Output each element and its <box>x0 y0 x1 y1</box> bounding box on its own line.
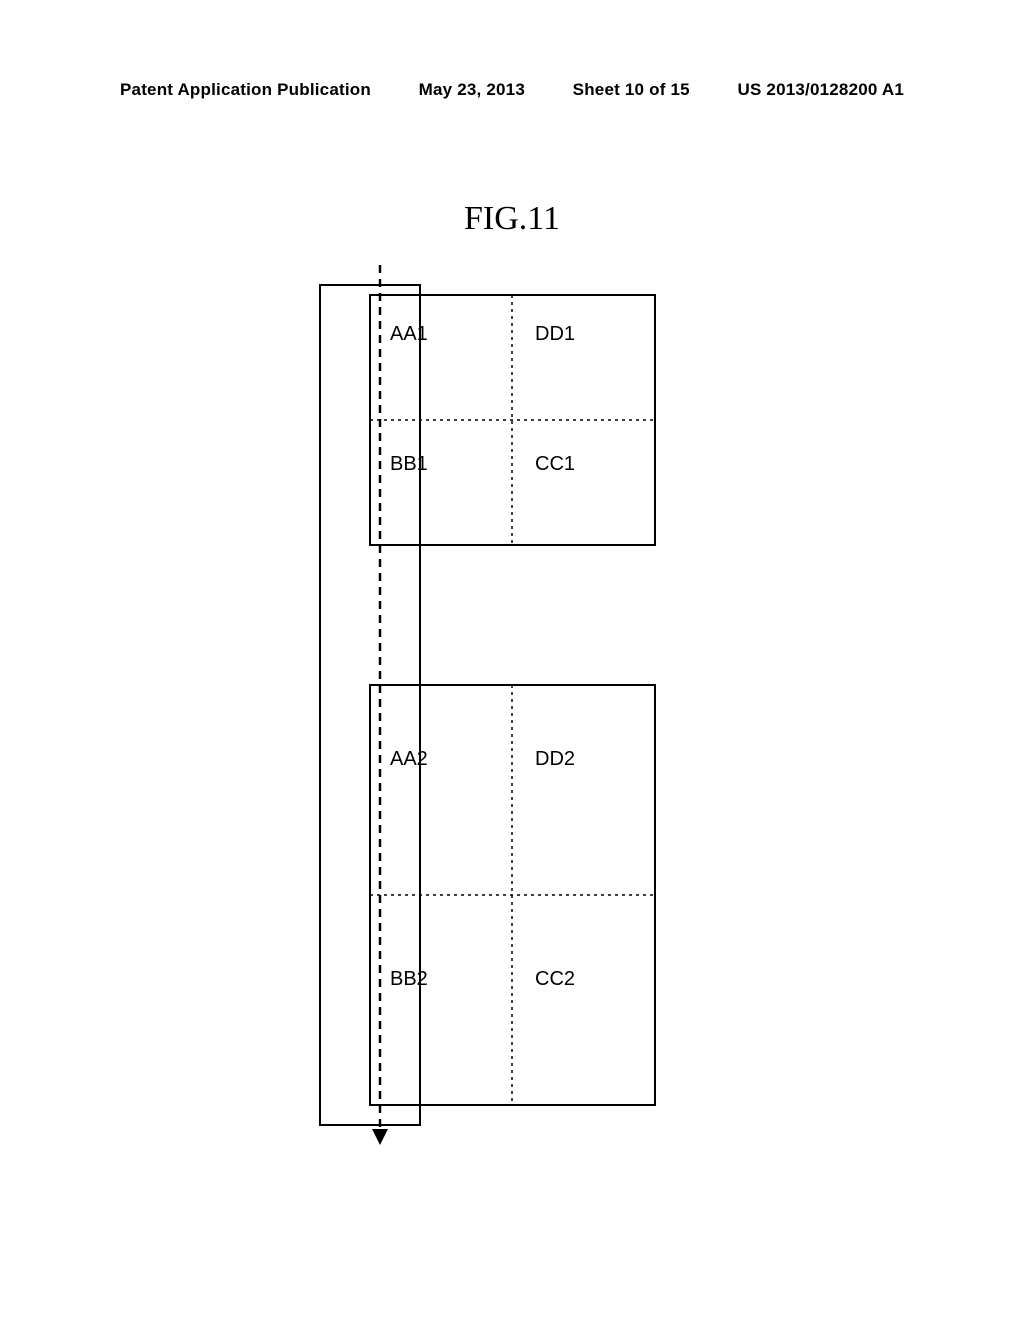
cell-dd1: DD1 <box>535 323 575 345</box>
cell-aa2: AA2 <box>390 748 428 770</box>
figure-diagram: AA1 DD1 BB1 CC1 AA2 DD2 BB2 CC2 <box>300 265 680 1145</box>
publication-date: May 23, 2013 <box>419 80 525 100</box>
cell-cc1: CC1 <box>535 453 575 475</box>
publication-number: US 2013/0128200 A1 <box>737 80 904 100</box>
cell-bb1: BB1 <box>390 453 428 475</box>
cell-dd2: DD2 <box>535 748 575 770</box>
cell-cc2: CC2 <box>535 968 575 990</box>
page-header: Patent Application Publication May 23, 2… <box>0 80 1024 100</box>
sheet-number: Sheet 10 of 15 <box>573 80 690 100</box>
diagram-svg: AA1 DD1 BB1 CC1 AA2 DD2 BB2 CC2 <box>300 265 680 1145</box>
page: Patent Application Publication May 23, 2… <box>0 0 1024 1320</box>
cell-aa1: AA1 <box>390 323 428 345</box>
figure-title: FIG.11 <box>464 200 560 238</box>
publication-type: Patent Application Publication <box>120 80 371 100</box>
cell-bb2: BB2 <box>390 968 428 990</box>
axis-arrowhead-icon <box>372 1129 388 1145</box>
header-row: Patent Application Publication May 23, 2… <box>120 80 904 100</box>
